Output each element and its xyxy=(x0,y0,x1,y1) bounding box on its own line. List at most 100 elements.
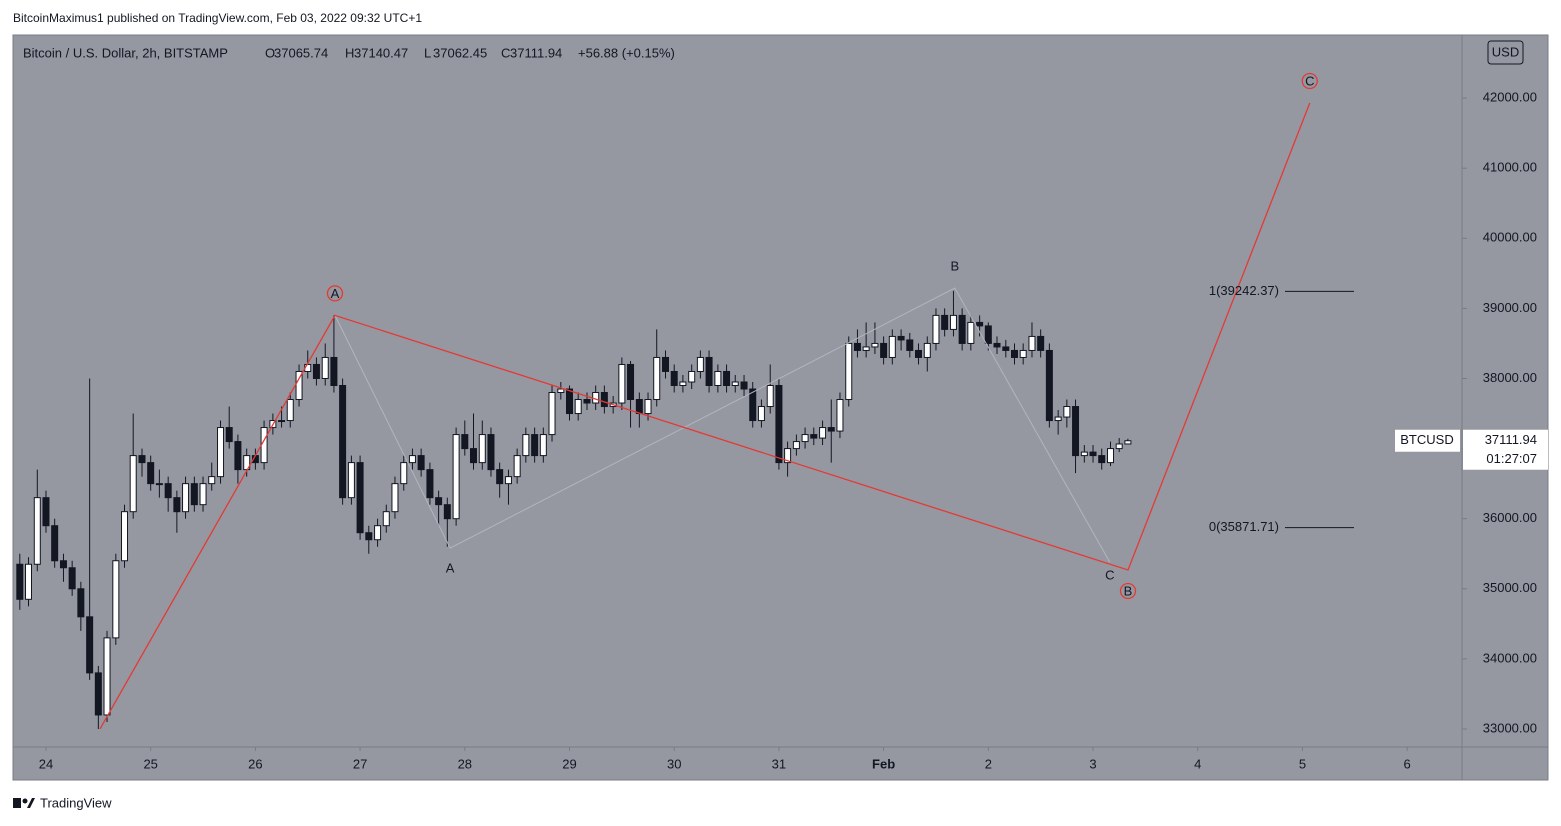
candle-body xyxy=(705,356,713,386)
candle-body xyxy=(574,399,582,415)
candle-body xyxy=(155,483,163,486)
candle-body xyxy=(880,342,888,358)
candle-body xyxy=(949,314,957,330)
candle-body xyxy=(452,434,460,520)
candle-body xyxy=(400,462,408,485)
candle-body xyxy=(278,420,286,423)
x-tick-label: Feb xyxy=(872,756,895,771)
y-tick-label: 38000.00 xyxy=(1483,370,1537,385)
candle-body xyxy=(976,321,984,327)
candle-body xyxy=(644,399,652,415)
candle-body xyxy=(941,314,949,330)
candle-body xyxy=(696,356,704,372)
candle-body xyxy=(68,567,76,590)
candle-body xyxy=(993,342,1001,348)
ohlc-letter: O xyxy=(265,45,275,60)
candle-body xyxy=(469,448,477,464)
x-tick-label: 31 xyxy=(772,756,786,771)
candle-body xyxy=(330,356,338,386)
candle-body xyxy=(173,497,181,513)
candle-body xyxy=(627,363,635,401)
x-tick-label: 27 xyxy=(353,756,367,771)
candle-body xyxy=(33,497,41,565)
wave-label: A xyxy=(331,286,340,301)
candle-body xyxy=(1019,349,1027,358)
wave-label-circle xyxy=(1301,72,1318,90)
ohlc-letter: C xyxy=(501,45,510,60)
candle-body xyxy=(522,434,530,457)
x-tick-label: 24 xyxy=(39,756,53,771)
candle-body xyxy=(321,356,329,379)
candle-body xyxy=(688,370,696,383)
x-tick-label: 26 xyxy=(248,756,262,771)
candle-body xyxy=(845,342,853,401)
candle-body xyxy=(225,427,233,443)
candle-body xyxy=(923,342,931,358)
candle-body xyxy=(531,434,539,457)
y-tick-label: 33000.00 xyxy=(1483,720,1537,735)
candle-body xyxy=(662,356,670,372)
y-tick-label: 40000.00 xyxy=(1483,230,1537,245)
candle-body xyxy=(914,349,922,358)
publisher-header: BitcoinMaximus1 published on TradingView… xyxy=(13,11,422,25)
candle-body xyxy=(339,384,347,499)
wave-label-circle xyxy=(326,285,344,302)
candle-body xyxy=(557,388,565,394)
x-tick-label: 5 xyxy=(1299,756,1306,771)
candle-body xyxy=(897,335,905,341)
candle-body xyxy=(539,434,547,457)
fib-label: 0(35871.71) xyxy=(1209,519,1279,534)
candle-body xyxy=(182,483,190,513)
fib-label: 1(39242.37) xyxy=(1209,283,1279,298)
candle-body xyxy=(103,637,111,716)
candle-body xyxy=(504,476,512,485)
candle-body xyxy=(853,342,861,351)
candle-body xyxy=(286,399,294,422)
candle-body xyxy=(967,321,975,344)
symbol-badge-label: BTCUSD xyxy=(1400,432,1453,447)
candle-body xyxy=(862,346,870,351)
candle-body xyxy=(443,504,451,520)
candle-body xyxy=(295,370,303,401)
price-badge xyxy=(1463,429,1548,470)
currency[interactable]: USD xyxy=(1492,44,1519,59)
symbol-title: Bitcoin / U.S. Dollar, 2h, BITSTAMP xyxy=(23,45,228,60)
candle-body xyxy=(731,381,739,386)
candle-body xyxy=(749,388,757,422)
candle-body xyxy=(836,399,844,432)
candle-body xyxy=(583,399,591,404)
wave-label: B xyxy=(1124,583,1133,598)
candle-body xyxy=(827,427,835,432)
candle-body xyxy=(714,370,722,386)
currency-button[interactable] xyxy=(1487,40,1524,65)
candle-body xyxy=(496,469,504,485)
candle-body xyxy=(1115,443,1123,450)
x-tick-label: 28 xyxy=(458,756,472,771)
candle-body xyxy=(757,406,765,422)
candle-body xyxy=(417,455,425,471)
candle-body xyxy=(670,370,678,386)
ohlc-value: 37111.94 xyxy=(510,45,562,60)
y-tick-label: 35000.00 xyxy=(1483,580,1537,595)
ohlc-value: 37140.47 xyxy=(354,45,408,60)
footer-brand: TradingView xyxy=(40,795,112,810)
candle-body xyxy=(871,342,879,348)
candle-body xyxy=(16,563,24,600)
candle-body xyxy=(801,434,809,443)
candle-body xyxy=(138,455,146,464)
candle-body xyxy=(190,483,198,506)
candle-body xyxy=(129,455,137,513)
candle-body xyxy=(365,532,373,541)
candle-body xyxy=(548,392,556,436)
candle-body xyxy=(59,560,67,569)
candle-body xyxy=(775,384,783,464)
candle-body xyxy=(906,339,914,351)
x-tick-label: 29 xyxy=(562,756,576,771)
ohlc-value: 37065.74 xyxy=(274,45,328,60)
candle-body xyxy=(958,314,966,344)
symbol-badge xyxy=(1395,429,1460,452)
y-tick-label: 42000.00 xyxy=(1483,90,1537,105)
candle-body xyxy=(784,448,792,464)
x-tick-label: 3 xyxy=(1089,756,1096,771)
